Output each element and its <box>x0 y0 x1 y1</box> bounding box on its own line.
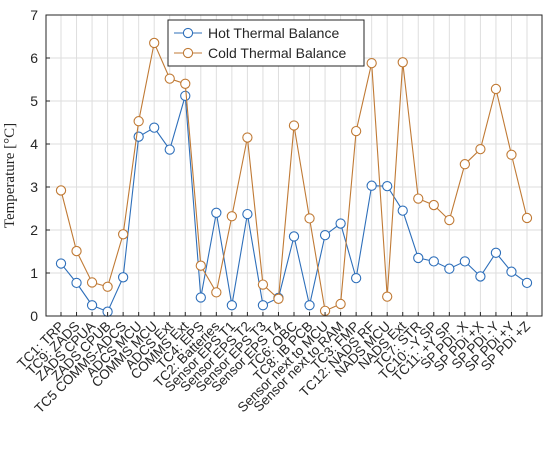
data-point-cold-thermal-balance <box>413 193 424 204</box>
data-point-hot-thermal-balance <box>149 122 160 133</box>
series-cold-thermal-balance <box>55 37 533 316</box>
legend-marker <box>182 47 194 59</box>
y-tick-label: 6 <box>30 50 38 66</box>
data-point-cold-thermal-balance <box>397 57 408 68</box>
y-tick-label: 5 <box>30 93 38 109</box>
data-point-hot-thermal-balance <box>164 144 175 155</box>
data-point-cold-thermal-balance <box>117 229 129 240</box>
data-point-hot-thermal-balance <box>55 258 67 269</box>
data-point-cold-thermal-balance <box>475 144 486 155</box>
data-point-hot-thermal-balance <box>304 300 315 311</box>
legend-marker <box>182 27 194 39</box>
data-point-cold-thermal-balance <box>304 213 315 224</box>
data-point-cold-thermal-balance <box>506 149 517 160</box>
data-point-hot-thermal-balance <box>397 205 408 216</box>
data-point-cold-thermal-balance <box>133 116 144 127</box>
data-point-hot-thermal-balance <box>195 292 206 303</box>
data-point-cold-thermal-balance <box>86 277 98 288</box>
data-point-cold-thermal-balance <box>521 212 533 224</box>
data-point-cold-thermal-balance <box>226 211 238 222</box>
data-point-hot-thermal-balance <box>444 263 455 274</box>
data-point-cold-thermal-balance <box>55 185 67 196</box>
data-point-hot-thermal-balance <box>211 207 222 218</box>
data-point-hot-thermal-balance <box>521 277 533 289</box>
y-tick-label: 0 <box>30 308 38 324</box>
data-point-cold-thermal-balance <box>164 73 175 84</box>
data-point-hot-thermal-balance <box>366 180 377 191</box>
y-tick-label: 2 <box>30 222 38 238</box>
data-point-hot-thermal-balance <box>117 272 129 283</box>
data-point-hot-thermal-balance <box>226 300 238 311</box>
data-point-hot-thermal-balance <box>413 252 424 264</box>
y-tick-label: 1 <box>30 265 38 281</box>
data-point-cold-thermal-balance <box>459 159 471 170</box>
data-point-cold-thermal-balance <box>335 298 346 310</box>
data-point-hot-thermal-balance <box>71 277 82 289</box>
data-point-cold-thermal-balance <box>273 293 284 304</box>
data-point-hot-thermal-balance <box>257 300 269 311</box>
legend-box <box>167 19 365 67</box>
data-point-cold-thermal-balance <box>102 281 113 292</box>
data-point-cold-thermal-balance <box>149 37 160 49</box>
data-point-cold-thermal-balance <box>257 279 269 290</box>
legend: Hot Thermal Balance Cold Thermal Balance <box>167 19 365 67</box>
series-layer <box>55 37 533 317</box>
data-point-hot-thermal-balance <box>475 271 486 282</box>
data-point-hot-thermal-balance <box>335 218 346 229</box>
data-point-hot-thermal-balance <box>180 90 191 101</box>
data-point-cold-thermal-balance <box>350 125 362 137</box>
y-tick-label: 3 <box>30 179 38 195</box>
data-point-cold-thermal-balance <box>490 83 502 95</box>
y-tick-labels: 0 1 2 3 4 5 6 7 <box>30 7 50 324</box>
data-point-cold-thermal-balance <box>428 199 439 211</box>
data-point-hot-thermal-balance <box>319 230 331 241</box>
data-point-cold-thermal-balance <box>366 58 377 69</box>
data-point-hot-thermal-balance <box>428 256 439 267</box>
grid <box>46 14 542 317</box>
data-point-hot-thermal-balance <box>490 247 502 258</box>
data-point-hot-thermal-balance <box>288 231 300 242</box>
data-point-cold-thermal-balance <box>444 214 455 226</box>
y-tick-label: 7 <box>30 7 38 23</box>
legend-label: Hot Thermal Balance <box>208 25 339 41</box>
data-point-hot-thermal-balance <box>242 208 253 220</box>
data-point-cold-thermal-balance <box>211 287 222 298</box>
y-axis-title: Temperature [°C] <box>2 123 18 228</box>
data-point-hot-thermal-balance <box>350 273 362 284</box>
data-point-cold-thermal-balance <box>180 78 191 89</box>
data-point-cold-thermal-balance <box>382 291 393 302</box>
data-point-cold-thermal-balance <box>71 245 82 257</box>
data-point-cold-thermal-balance <box>195 260 206 271</box>
data-point-hot-thermal-balance <box>133 131 144 142</box>
data-point-hot-thermal-balance <box>506 266 517 277</box>
data-point-cold-thermal-balance <box>242 132 253 143</box>
data-point-hot-thermal-balance <box>86 300 98 311</box>
data-point-cold-thermal-balance <box>288 120 300 131</box>
legend-label: Cold Thermal Balance <box>208 45 346 61</box>
data-point-hot-thermal-balance <box>459 256 471 267</box>
data-point-hot-thermal-balance <box>382 180 393 192</box>
y-tick-label: 4 <box>30 136 38 152</box>
